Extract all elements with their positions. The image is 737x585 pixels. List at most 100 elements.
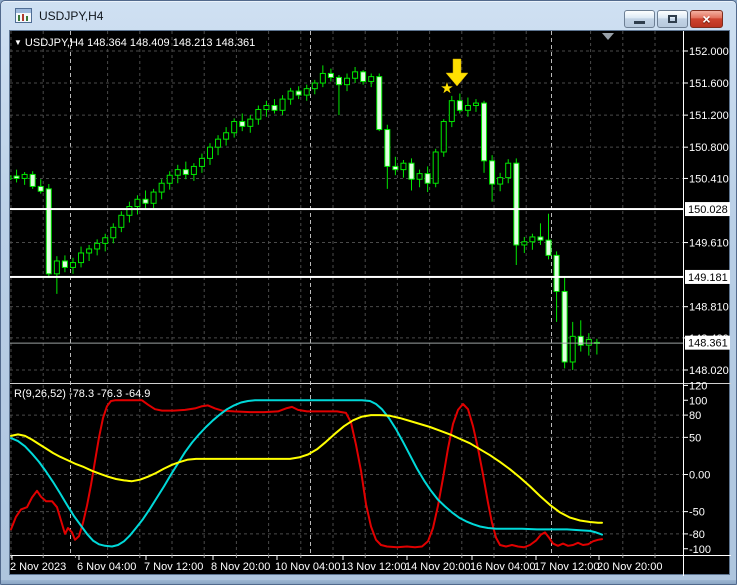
candle-body <box>561 290 568 363</box>
grid-horizontal-indicator <box>10 414 683 535</box>
candle-body <box>440 121 447 153</box>
candle-body <box>497 177 504 185</box>
candle-body <box>311 82 318 90</box>
chart-client-area[interactable]: 152.000 151.600 151.200 150.800 150.410 149.6… <box>9 30 731 576</box>
candle-body <box>489 160 496 185</box>
candle-body <box>448 100 455 123</box>
candle-body <box>319 72 326 84</box>
candle-body <box>505 162 512 179</box>
price-tag-box <box>685 335 730 350</box>
chart-canvas[interactable]: 152.000 151.600 151.200 150.800 150.410 149.6… <box>10 31 731 576</box>
candle-body <box>360 71 367 82</box>
ohlc-readout: ▼ USDJPY,H4 148.364 148.409 148.213 148.3… <box>14 37 255 49</box>
candle-body <box>247 118 254 127</box>
candle-body <box>223 132 230 140</box>
candle-body <box>207 146 213 159</box>
candle-body <box>569 335 576 363</box>
close-button[interactable]: × <box>690 10 723 28</box>
candle-body <box>86 248 93 254</box>
time-axis-label: 7 Nov 12:00 <box>144 561 203 573</box>
candle-body <box>408 162 415 180</box>
candle-body <box>255 109 262 120</box>
candle-body <box>190 165 197 175</box>
candle-body <box>182 169 189 175</box>
candle-body <box>61 260 68 268</box>
price-axis-label: 148.020 <box>689 365 729 377</box>
candle-body <box>110 226 117 239</box>
time-axis-label: 8 Nov 20:00 <box>211 561 270 573</box>
price-tags: 150.028 149.181 148.361 <box>685 202 730 350</box>
candle-body <box>263 105 270 111</box>
candle-body <box>142 198 149 204</box>
candle-body <box>94 242 101 250</box>
candle-body <box>553 254 560 292</box>
symbol-dropdown-icon[interactable]: ▼ <box>14 38 22 47</box>
grid-horizontal-price <box>10 50 683 371</box>
star-marker-icon: ★ <box>440 80 453 97</box>
candle-body <box>150 191 157 204</box>
indicator-axis-label: -50 <box>689 507 705 519</box>
candle-body <box>37 185 44 192</box>
candle-body <box>29 173 36 187</box>
down-arrow-marker-icon <box>445 58 469 87</box>
candle-body <box>198 157 205 167</box>
indicator-axis-labels: 120 100 80 50 0.00 -50 -80 -100 <box>684 380 711 556</box>
candle-body <box>158 182 165 193</box>
time-axis-label: 2 Nov 2023 <box>10 561 66 573</box>
indicator-readout: R(9,26,52) -78.3 -76.3 -64.9 <box>14 388 151 400</box>
candle-body <box>352 71 359 79</box>
title-bar[interactable]: USDJPY,H4 × <box>1 1 736 30</box>
price-axis-label: 152.000 <box>689 46 729 58</box>
price-tag-box <box>685 202 730 217</box>
candle-body <box>537 236 544 241</box>
candle-body <box>303 88 310 96</box>
price-tag-box <box>685 269 730 284</box>
shift-marker-triangle-icon <box>602 33 614 40</box>
candle-body <box>279 98 286 111</box>
price-tag-label: 148.361 <box>688 338 728 350</box>
candle-body <box>102 237 109 244</box>
price-axis-label: 151.200 <box>689 110 729 122</box>
candle-body <box>53 260 60 275</box>
minimize-icon <box>634 21 645 24</box>
candle-body <box>134 198 141 207</box>
candle-body <box>384 129 391 167</box>
candle-body <box>295 90 302 96</box>
candle-body <box>416 173 423 180</box>
candle-body <box>585 339 592 346</box>
candle-body <box>344 77 351 86</box>
candle-body <box>271 105 278 111</box>
candle-body <box>215 138 222 148</box>
candle-body <box>577 335 584 346</box>
week-separators <box>70 31 552 555</box>
level-line <box>10 275 683 278</box>
price-axis-label: 151.600 <box>689 78 729 90</box>
time-axis-labels: 2 Nov 2023 6 Nov 04:00 7 Nov 12:00 8 Nov 20… <box>10 555 662 573</box>
time-axis-label: 6 Nov 04:00 <box>77 561 136 573</box>
candle-body <box>464 105 471 111</box>
candle-body <box>10 175 12 180</box>
indicator-line-yellow <box>10 414 603 524</box>
candle-body <box>78 252 85 264</box>
restore-button[interactable] <box>657 10 688 28</box>
candle-body <box>376 76 383 131</box>
candle-body <box>529 236 536 243</box>
window-bottom-edge[interactable] <box>1 580 736 584</box>
indicator-axis-label: -100 <box>689 544 711 556</box>
candle-body <box>13 175 20 179</box>
time-axis-label: 17 Nov 12:00 <box>534 561 599 573</box>
candle-body <box>521 241 528 246</box>
chart-window-icon <box>15 8 32 23</box>
price-axis-label: 150.800 <box>689 142 729 154</box>
window-title: USDJPY,H4 <box>39 8 104 23</box>
indicator-axis-label: 50 <box>689 432 701 444</box>
restore-icon <box>668 15 677 23</box>
candlestick-series <box>10 65 600 370</box>
candle-body <box>368 76 375 82</box>
minimize-button[interactable] <box>624 10 655 28</box>
candle-body <box>166 174 173 184</box>
candle-body <box>335 76 342 86</box>
close-icon: × <box>702 11 711 27</box>
candle-body <box>513 162 520 246</box>
